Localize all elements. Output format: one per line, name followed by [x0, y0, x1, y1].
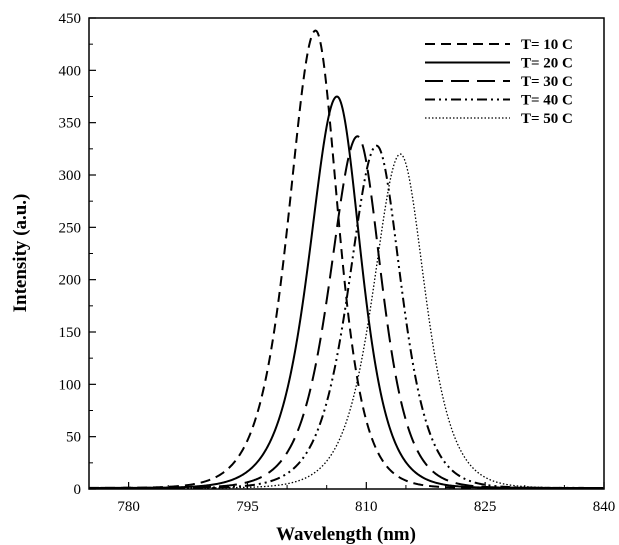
y-tick-label: 350	[59, 116, 82, 132]
series-line-2	[89, 95, 604, 489]
x-axis-label: Wavelength (nm)	[276, 524, 416, 545]
y-tick-label: 300	[59, 168, 82, 184]
x-tick-label: 795	[236, 499, 259, 515]
x-axis-ticks: 780 795 810 825 840	[117, 482, 615, 515]
y-tick-label: 50	[66, 430, 81, 446]
legend-label: T= 10 C	[521, 37, 573, 53]
y-tick-label: 200	[59, 273, 82, 289]
y-tick-label: 150	[59, 325, 82, 341]
x-tick-label: 780	[117, 499, 140, 515]
y-tick-label: 0	[74, 482, 82, 498]
x-tick-label: 840	[593, 499, 616, 515]
legend-label: T= 30 C	[521, 74, 573, 90]
series-line-4	[89, 144, 604, 489]
y-axis-label: Intensity (a.u.)	[10, 194, 31, 313]
legend: T= 10 C T= 20 C T= 30 C T= 40 C T= 50 C	[425, 37, 573, 127]
series-line-5	[89, 153, 604, 489]
series-line-3	[89, 135, 604, 489]
y-tick-label: 400	[59, 63, 82, 79]
y-tick-label: 450	[59, 11, 82, 27]
legend-label: T= 40 C	[521, 93, 573, 109]
x-tick-label: 825	[474, 499, 497, 515]
y-tick-label: 250	[59, 220, 82, 236]
legend-label: T= 50 C	[521, 111, 573, 127]
y-axis-ticks: 0 50 100 150 200 250 300 350 400 450	[59, 11, 96, 498]
y-tick-label: 100	[59, 377, 82, 393]
plot-lines	[89, 29, 604, 489]
legend-label: T= 20 C	[521, 56, 573, 72]
x-tick-label: 810	[355, 499, 378, 515]
